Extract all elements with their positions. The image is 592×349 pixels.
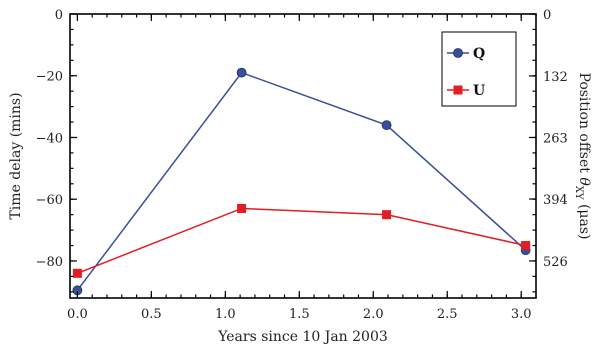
legend-q-marker [453,48,463,58]
legend-items: QU [447,46,485,99]
x-axis-label: Years since 10 Jan 2003 [217,329,388,345]
series-q-point [381,120,392,131]
series-q-point [236,67,247,78]
series-u-point [72,268,82,278]
x-tick-label: 1.0 [215,307,236,322]
y-tick-label: −60 [36,193,63,208]
x-tick-label: 1.5 [289,307,310,322]
y2-axis-label-main: Position offset [576,72,592,177]
y-tick-label: −40 [36,131,63,146]
y2-tick-label: 132 [543,70,568,85]
y2-tick-label: 526 [543,255,568,270]
series-u-point [237,203,247,213]
y-axis-label: Time delay (mins) [8,92,24,219]
legend-u-marker [453,85,463,95]
y2-tick-label: 0 [543,8,551,23]
legend-u-label: U [473,83,485,99]
y-tick-label: −80 [36,255,63,270]
series-u-point [382,210,392,220]
legend: QU [441,31,517,107]
x-tick-label: 0.5 [141,307,162,322]
series-layer [72,67,531,296]
series-u-line [77,207,526,275]
y2-axis-label-symbol: θ [576,177,592,186]
y2-axis-label-subscript: XY [573,186,584,200]
plot-frame [69,13,537,299]
x-tick-label: 2.5 [437,307,458,322]
y2-tick-label: 263 [543,131,568,146]
x-tick-label: 3.0 [511,307,532,322]
y2-axis-label: Position offset θXY (μas) [573,72,592,239]
series-q-line [76,71,527,291]
x-tick-label: 0.0 [67,307,88,322]
y2-tick-label: 394 [543,193,568,208]
y-tick-label: −20 [36,70,63,85]
legend-q-label: Q [473,46,485,62]
y-tick-label: 0 [55,8,63,23]
series-u-point [521,241,531,251]
y2-axis-label-units: (μas) [576,200,592,240]
x-tick-label: 2.0 [363,307,384,322]
